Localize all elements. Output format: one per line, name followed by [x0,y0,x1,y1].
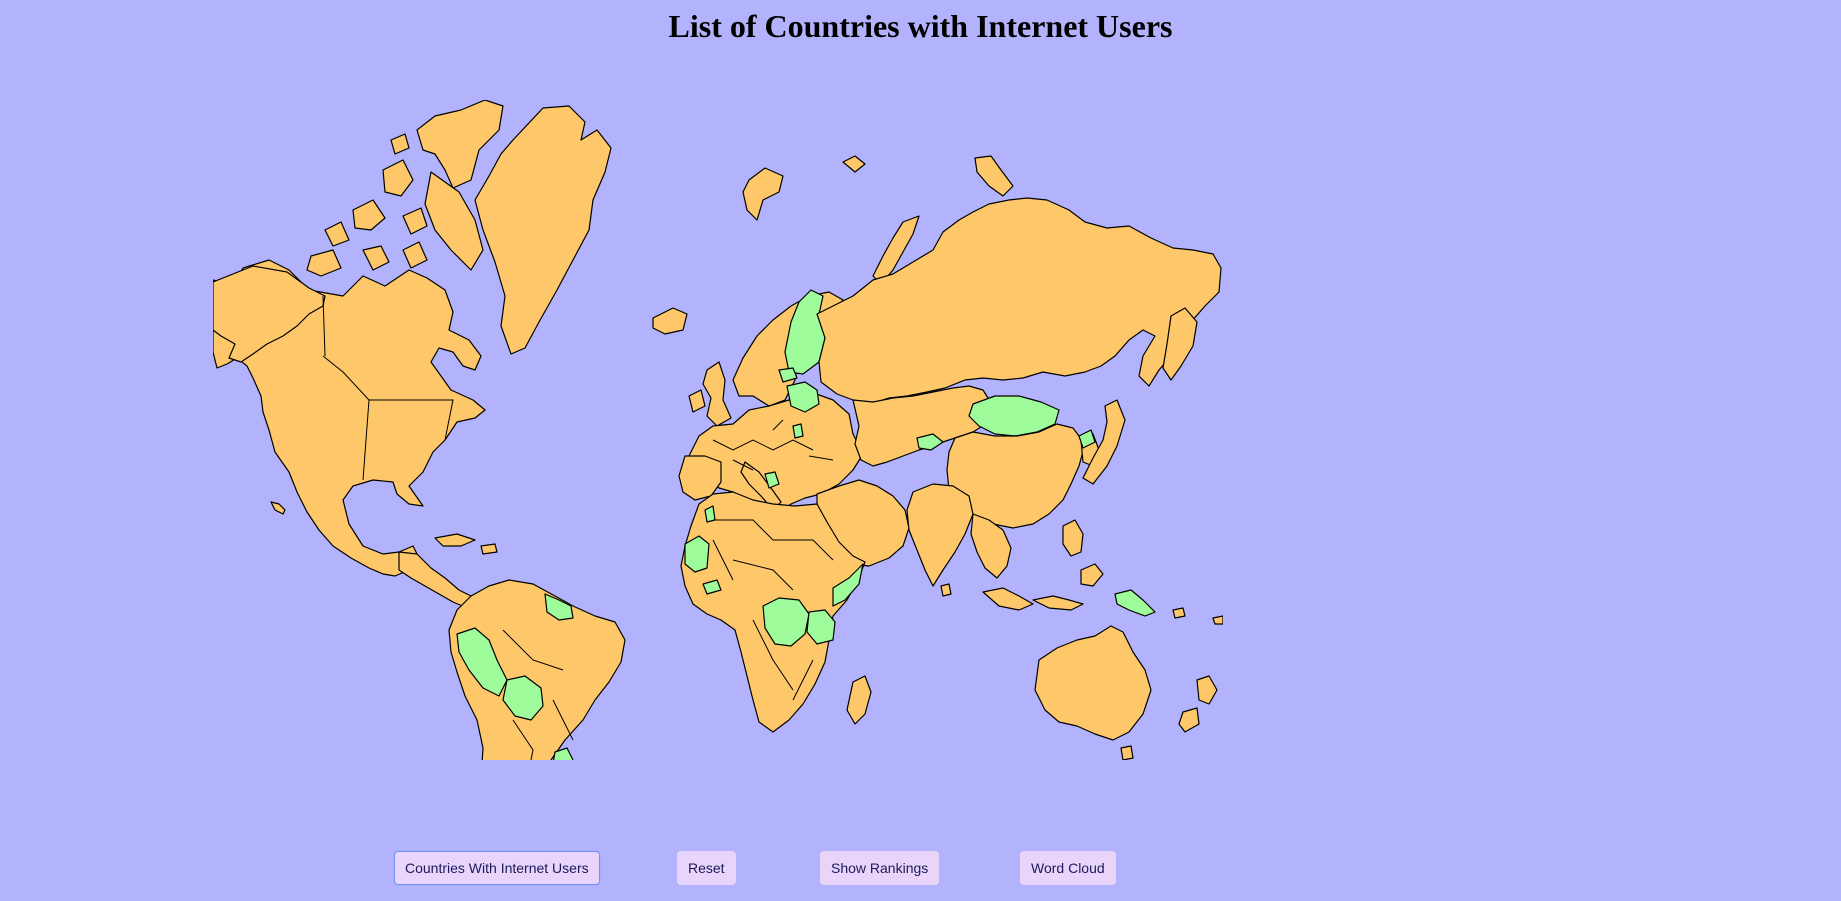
region-uruguay[interactable] [553,747,574,760]
word-cloud-button[interactable]: Word Cloud [1020,851,1116,885]
region-guyana[interactable] [544,593,574,621]
region-baffin-island[interactable] [424,171,484,271]
region-kamchatka[interactable] [1162,307,1198,381]
region-indonesia[interactable] [982,563,1104,611]
page-title: List of Countries with Internet Users [668,8,1173,44]
region-belarus[interactable] [786,381,820,413]
region-philippines[interactable] [1062,519,1084,557]
region-europe[interactable] [688,391,864,515]
region-small-islands-2[interactable] [306,221,428,277]
region-hawaii[interactable] [270,501,286,515]
region-png[interactable] [1114,589,1156,617]
show-rankings-button[interactable]: Show Rankings [820,851,940,885]
region-japan[interactable] [1082,399,1126,485]
reset-button[interactable]: Reset [677,851,736,885]
region-sri-lanka[interactable] [940,583,952,597]
region-india[interactable] [906,483,974,587]
region-tanzania[interactable] [806,609,836,645]
region-guinea[interactable] [702,579,722,595]
region-severnaya[interactable] [974,155,1014,197]
region-ireland[interactable] [688,389,706,413]
region-uk[interactable] [702,361,732,427]
region-greenland[interactable] [474,105,612,355]
region-iceland[interactable] [652,307,688,335]
region-tasmania[interactable] [1120,745,1134,760]
region-mauritania[interactable] [684,535,710,573]
region-australia[interactable] [1034,625,1152,741]
region-dr-congo[interactable] [762,597,810,647]
region-new-zealand[interactable] [1178,675,1218,733]
region-somalia[interactable] [832,563,864,607]
region-madagascar[interactable] [846,675,872,725]
region-russia[interactable] [816,197,1222,405]
region-estonia[interactable] [778,367,798,383]
region-north-america[interactable] [213,259,486,577]
region-central-america[interactable] [398,551,472,609]
region-pacific-islands[interactable] [1172,607,1223,625]
region-north-korea[interactable] [1078,429,1096,449]
region-south-america[interactable] [448,579,626,760]
region-alaska[interactable] [213,265,326,363]
region-se-asia[interactable] [970,513,1012,579]
region-bolivia[interactable] [502,675,544,721]
region-caribbean[interactable] [434,533,498,555]
world-map [213,100,1223,760]
region-mongolia[interactable] [968,395,1060,437]
region-bosnia[interactable] [764,471,780,489]
countries-with-internet-users-button[interactable]: Countries With Internet Users [393,850,601,886]
region-svalbard[interactable] [742,167,784,221]
region-small-islands-1[interactable] [352,133,428,235]
region-franz-josef[interactable] [842,155,866,173]
region-moldova[interactable] [792,423,804,439]
region-kyrgyzstan[interactable] [916,433,944,451]
region-peru[interactable] [456,627,508,697]
